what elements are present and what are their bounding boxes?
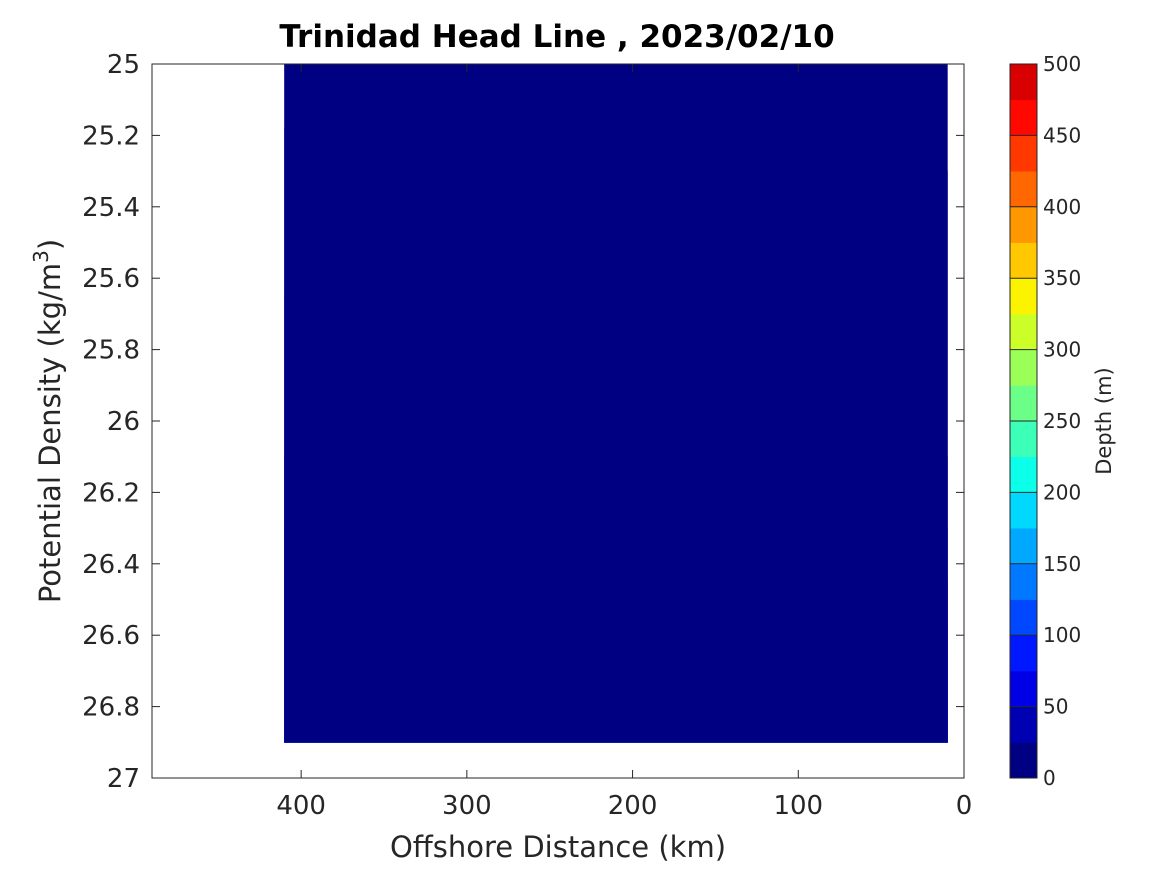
y-tick-label: 26 (107, 407, 140, 437)
colorbar-tick-label: 500 (1043, 52, 1081, 76)
colorbar-label: Depth (m) (1092, 367, 1116, 474)
colorbar-bands (1010, 64, 1037, 779)
colorbar-tick-label: 150 (1043, 552, 1081, 576)
y-tick-label: 25.8 (82, 336, 140, 366)
colorbar-band-300-325 (1010, 313, 1037, 350)
colorbar-band-325-350 (1010, 278, 1037, 315)
y-tick-label: 27 (107, 764, 140, 794)
y-axis-label-main: Potential Density (kg/m (33, 263, 67, 603)
x-tick-label: 300 (442, 791, 492, 821)
contour-band-0-25 (284, 63, 948, 743)
colorbar-tick-label: 200 (1043, 480, 1081, 504)
colorbar-tick-label: 0 (1043, 766, 1056, 790)
y-tick-label: 25.2 (82, 121, 140, 151)
colorbar-band-225-250 (1010, 421, 1037, 458)
x-axis-label: Offshore Distance (km) (390, 830, 726, 864)
colorbar-band-0-25 (1010, 742, 1037, 779)
colorbar-band-175-200 (1010, 492, 1037, 529)
colorbar-band-475-500 (1010, 64, 1037, 101)
colorbar-tick-label: 250 (1043, 409, 1081, 433)
y-tick-label: 25 (107, 50, 140, 80)
colorbar-ticks: 0 50 100 150 200 250 300 350 400 450 500 (1010, 52, 1081, 790)
colorbar-tick-label: 450 (1043, 123, 1081, 147)
x-axis: 400 300 200 100 0 (276, 64, 972, 821)
colorbar-tick-label: 300 (1043, 338, 1081, 362)
plot-area (151, 63, 965, 779)
y-axis-label: Potential Density (kg/m3) (29, 239, 67, 603)
y-axis-label-close: ) (33, 239, 67, 250)
colorbar-band-425-450 (1010, 135, 1037, 172)
y-tick-label: 26.6 (82, 621, 140, 651)
colorbar-band-25-50 (1010, 706, 1037, 743)
y-tick-label: 26.4 (82, 550, 140, 580)
colorbar: 0 50 100 150 200 250 300 350 400 450 500 Depth (m) (1009, 52, 1116, 790)
y-tick-label: 26.8 (82, 693, 140, 723)
colorbar-band-100-125 (1010, 599, 1037, 636)
colorbar-band-450-475 (1010, 99, 1037, 136)
chart-title: Trinidad Head Line , 2023/02/10 (279, 19, 834, 55)
colorbar-band-275-300 (1010, 349, 1037, 386)
colorbar-band-200-225 (1010, 456, 1037, 493)
x-tick-label: 200 (608, 791, 658, 821)
colorbar-band-375-400 (1010, 206, 1037, 243)
contour-fills (284, 63, 948, 743)
colorbar-band-250-275 (1010, 385, 1037, 422)
x-tick-label: 100 (773, 791, 823, 821)
colorbar-tick-label: 400 (1043, 195, 1081, 219)
y-tick-label: 26.2 (82, 478, 140, 508)
colorbar-tick-label: 50 (1043, 695, 1068, 719)
y-tick-label: 25.6 (82, 264, 140, 294)
colorbar-band-350-375 (1010, 242, 1037, 279)
colorbar-band-400-425 (1010, 171, 1037, 208)
colorbar-tick-label: 350 (1043, 266, 1081, 290)
colorbar-band-75-100 (1010, 635, 1037, 672)
y-tick-label: 25.4 (82, 193, 140, 223)
colorbar-band-50-75 (1010, 670, 1037, 707)
y-axis-label-superscript: 3 (29, 250, 53, 263)
x-tick-label: 400 (276, 791, 326, 821)
x-tick-label: 0 (956, 791, 973, 821)
colorbar-tick-label: 100 (1043, 623, 1081, 647)
colorbar-band-125-150 (1010, 563, 1037, 600)
colorbar-band-150-175 (1010, 528, 1037, 565)
y-axis: 25 25.2 25.4 25.6 25.8 26 26.2 26.4 26.6 26.8 27 (82, 50, 964, 794)
